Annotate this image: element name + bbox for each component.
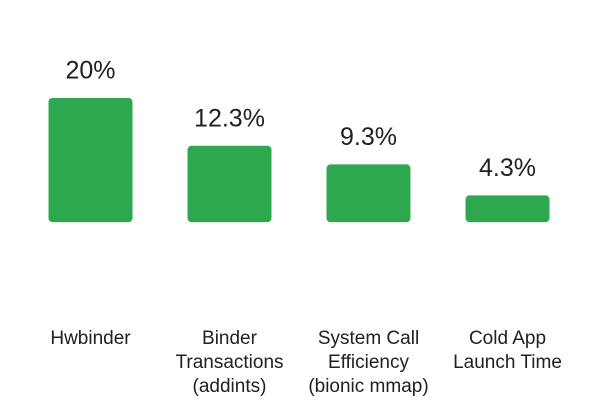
category-label: Hwbinder (50, 328, 131, 349)
bar (465, 195, 550, 223)
category-label: Launch Time (453, 352, 562, 373)
category-label: Binder (202, 328, 258, 349)
value-label: 9.3% (340, 123, 397, 151)
bar (48, 98, 133, 223)
category-label: Efficiency (328, 352, 409, 373)
category-label: (bionic mmap) (308, 376, 428, 397)
value-label: 20% (65, 57, 115, 85)
category-label: Transactions (175, 352, 283, 373)
bar (326, 164, 411, 223)
category-label: Cold App (469, 328, 546, 349)
category-label: (addints) (193, 376, 267, 397)
bar (187, 145, 272, 223)
value-label: 12.3% (194, 104, 265, 132)
value-label: 4.3% (479, 154, 536, 182)
category-label: System Call (318, 328, 419, 349)
